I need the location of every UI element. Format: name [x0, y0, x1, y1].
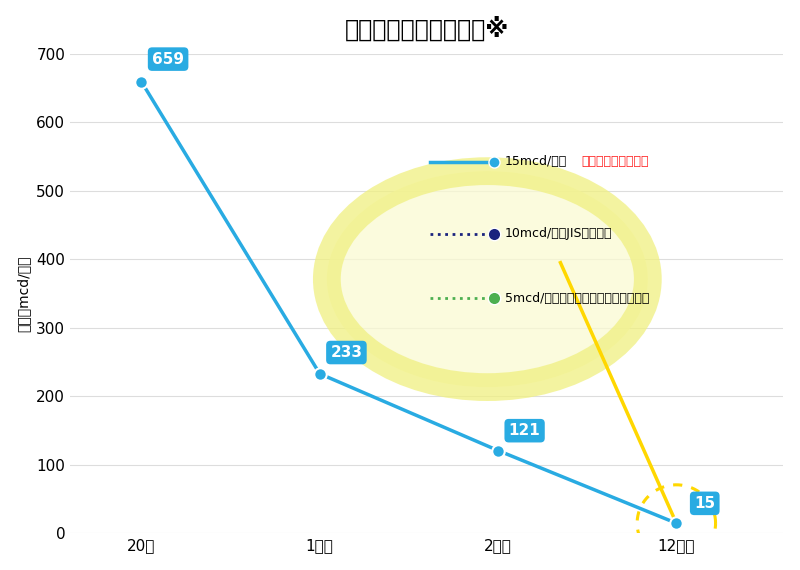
Title: 時間経過と輝度の変化※: 時間経過と輝度の変化※: [345, 17, 509, 42]
Text: 5mcd/㎡：文字の確認も可能な明るさ: 5mcd/㎡：文字の確認も可能な明るさ: [505, 292, 650, 305]
Text: 弾社高輝度蓄光製品: 弾社高輝度蓄光製品: [582, 155, 649, 168]
Y-axis label: 輝度（mcd/㎡）: 輝度（mcd/㎡）: [17, 255, 30, 332]
Text: 15: 15: [694, 496, 715, 511]
Circle shape: [327, 171, 648, 387]
Text: 659: 659: [152, 52, 184, 67]
Text: 10mcd/㎡：JIS上位水準: 10mcd/㎡：JIS上位水準: [505, 227, 613, 240]
Text: 15mcd/㎡：: 15mcd/㎡：: [505, 155, 567, 168]
Text: 121: 121: [509, 423, 541, 438]
Text: 233: 233: [330, 345, 362, 360]
